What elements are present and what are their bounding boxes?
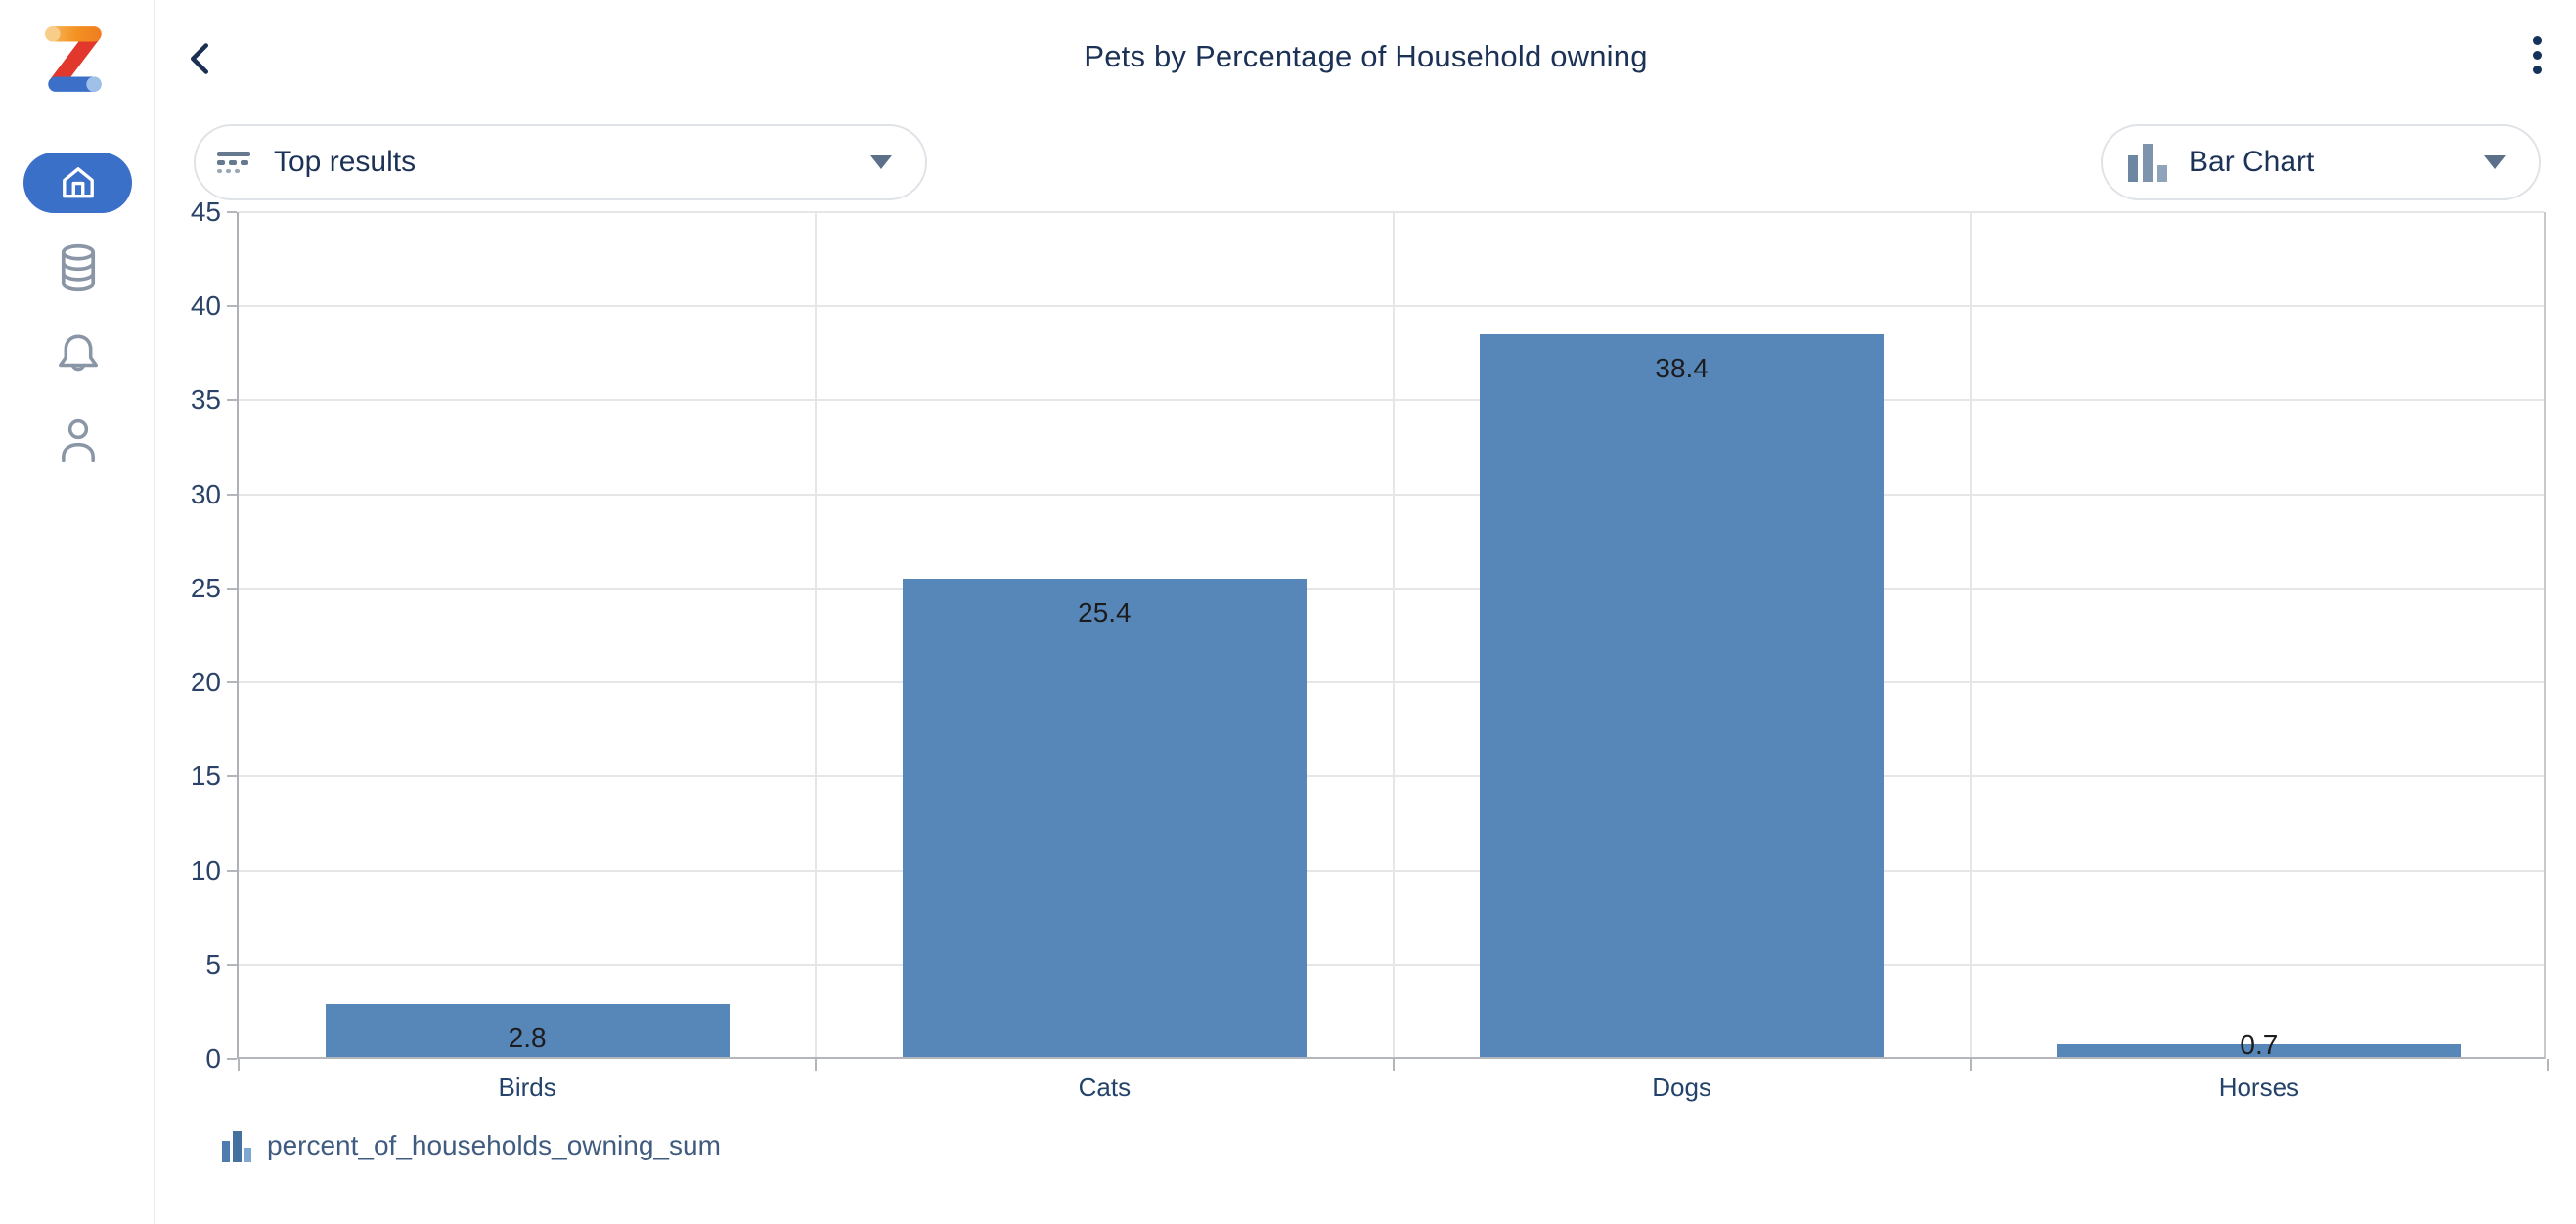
y-axis-label: 40 <box>190 290 221 322</box>
legend-item[interactable]: percent_of_households_owning_sum <box>222 1124 721 1167</box>
x-axis-tick <box>1392 1059 1395 1071</box>
bell-icon <box>58 334 98 372</box>
y-gridline <box>239 493 2544 496</box>
chevron-down-icon <box>2484 155 2506 169</box>
sidebar-item-home[interactable] <box>0 153 155 213</box>
y-axis-tick <box>227 775 237 778</box>
x-gridline <box>815 212 818 1057</box>
y-gridline <box>239 869 2544 872</box>
page-title: Pets by Percentage of Household owning <box>1084 39 1648 73</box>
user-icon <box>61 418 95 462</box>
y-axis-tick <box>227 211 237 213</box>
x-axis-tick <box>238 1059 240 1071</box>
top-results-label: Top results <box>274 146 417 178</box>
x-axis-tick <box>2547 1059 2549 1071</box>
y-axis-label: 35 <box>190 384 221 415</box>
bar-birds[interactable] <box>325 1004 730 1057</box>
bar-value-label: 38.4 <box>1655 353 1709 383</box>
y-gridline <box>239 775 2544 778</box>
y-axis-tick <box>227 869 237 872</box>
y-axis-tick <box>227 1058 237 1060</box>
bar-value-label: 2.8 <box>508 1023 547 1054</box>
back-button[interactable] <box>186 37 229 80</box>
sidebar-item-notifications[interactable] <box>0 328 155 379</box>
bar-value-label: 25.4 <box>1078 597 1132 629</box>
database-icon <box>61 243 95 292</box>
chevron-down-icon <box>870 155 892 169</box>
chart-type-dropdown[interactable]: Bar Chart <box>2101 124 2541 200</box>
y-axis-tick <box>227 587 237 590</box>
home-icon <box>62 167 94 198</box>
x-axis-label: Birds <box>498 1072 556 1102</box>
bar-value-label: 0.7 <box>2240 1028 2279 1060</box>
y-axis-label: 25 <box>190 572 221 603</box>
x-axis-tick <box>815 1059 818 1071</box>
sidebar-item-data[interactable] <box>0 242 155 293</box>
legend-series-icon <box>222 1129 252 1162</box>
x-axis-tick <box>1969 1059 1972 1071</box>
y-gridline <box>239 399 2544 402</box>
y-axis-tick <box>227 681 237 684</box>
x-axis-label: Cats <box>1078 1072 1132 1102</box>
y-gridline <box>239 305 2544 308</box>
y-gridline <box>239 587 2544 590</box>
chevron-left-icon <box>191 43 208 74</box>
y-axis-label: 30 <box>190 478 221 509</box>
y-axis-label: 5 <box>205 948 221 980</box>
bar-dogs[interactable] <box>1480 334 1885 1057</box>
top-results-icon <box>217 145 252 180</box>
sidebar-item-profile[interactable] <box>0 415 155 465</box>
plot-area: 0 5 10 15 20 25 30 35 40 45 2.8 Birds 25.4 Cats 38.4 Do… <box>191 197 2549 1102</box>
zoho-analytics-logo <box>43 23 108 96</box>
y-axis-label: 45 <box>190 197 221 227</box>
chart-type-label: Bar Chart <box>2189 146 2315 178</box>
more-options-button[interactable] <box>2515 29 2558 80</box>
home-active-pill <box>23 153 132 213</box>
y-axis-label: 20 <box>190 667 221 698</box>
sidebar <box>0 0 155 1224</box>
y-axis-tick <box>227 963 237 966</box>
x-gridline <box>1969 212 1972 1057</box>
bar-chart-icon <box>2128 143 2167 182</box>
y-axis-label: 15 <box>190 761 221 792</box>
kebab-menu-icon <box>2532 35 2542 45</box>
x-axis-label: Horses <box>2218 1072 2300 1102</box>
x-gridline <box>1392 212 1395 1057</box>
top-results-dropdown[interactable]: Top results <box>194 124 927 200</box>
y-axis-label: 0 <box>205 1043 221 1073</box>
y-axis-label: 10 <box>190 854 221 886</box>
y-axis-tick <box>227 493 237 496</box>
x-axis-label: Dogs <box>1652 1072 1711 1102</box>
y-gridline <box>239 681 2544 684</box>
legend-label: percent_of_households_owning_sum <box>267 1130 721 1160</box>
y-gridline <box>239 963 2544 966</box>
bar-cats[interactable] <box>902 579 1307 1057</box>
bar-horses[interactable] <box>2057 1043 2462 1057</box>
y-gridline <box>239 211 2544 213</box>
y-axis-tick <box>227 305 237 308</box>
y-axis-tick <box>227 399 237 402</box>
